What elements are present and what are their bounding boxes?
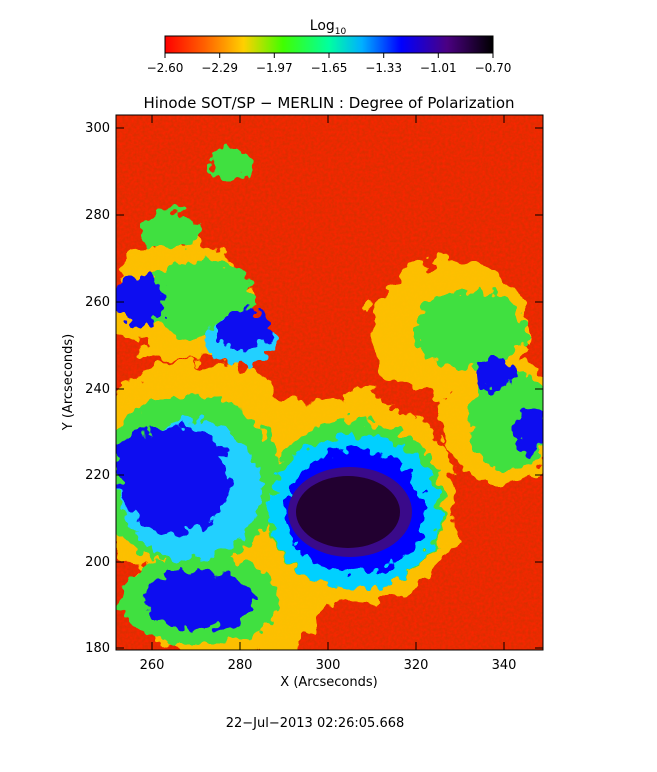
x-tick-label: 320 bbox=[404, 658, 429, 673]
x-axis-ticks bbox=[151, 115, 505, 650]
colorbar-tick-label: −2.29 bbox=[201, 61, 238, 75]
y-tick-label: 200 bbox=[85, 555, 110, 570]
colorbar-tick-label: −1.97 bbox=[256, 61, 293, 75]
colorbar-tick-label: −0.70 bbox=[475, 61, 512, 75]
x-tick-label: 260 bbox=[140, 658, 165, 673]
colorbar-tick-label: −1.65 bbox=[311, 61, 348, 75]
y-tick-label: 240 bbox=[85, 382, 110, 397]
plot-frame bbox=[115, 114, 544, 651]
colorbar-title: Log10 bbox=[310, 18, 347, 37]
polarization-map bbox=[116, 115, 543, 650]
x-tick-label: 280 bbox=[228, 658, 253, 673]
colorbar-tick-label: −1.33 bbox=[365, 61, 402, 75]
x-tick-label: 300 bbox=[316, 658, 341, 673]
y-tick-label: 180 bbox=[85, 641, 110, 656]
colorbar-tick-label: −1.01 bbox=[420, 61, 457, 75]
y-tick-label: 260 bbox=[85, 295, 110, 310]
y-axis-label: Y (Arcseconds) bbox=[61, 334, 76, 431]
y-tick-label: 220 bbox=[85, 468, 110, 483]
y-axis-ticks bbox=[116, 127, 543, 649]
y-tick-label: 280 bbox=[85, 208, 110, 223]
x-axis-label: X (Arcseconds) bbox=[280, 675, 377, 690]
colorbar-ticks bbox=[164, 53, 494, 58]
colorbar bbox=[164, 35, 494, 54]
timestamp: 22−Jul−2013 02:26:05.668 bbox=[226, 716, 405, 731]
colorbar-tick-label: −2.60 bbox=[147, 61, 184, 75]
y-tick-label: 300 bbox=[85, 121, 110, 136]
plot-title: Hinode SOT/SP − MERLIN : Degree of Polar… bbox=[143, 94, 514, 112]
x-tick-label: 340 bbox=[492, 658, 517, 673]
